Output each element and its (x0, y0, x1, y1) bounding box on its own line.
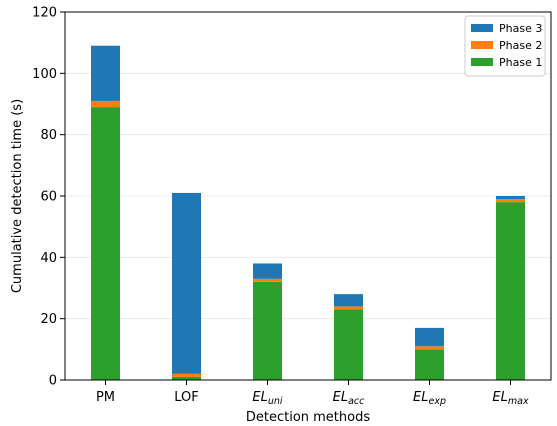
bar-phase-3-el_max (496, 196, 525, 200)
legend-label: Phase 1 (499, 56, 542, 69)
x-axis: PM LOF ELuni ELacc ELexp ELmax (96, 380, 529, 407)
x-tick-label-main: EL (252, 390, 267, 405)
bar-phase-3-el_exp (415, 327, 444, 347)
legend-swatch-phase-1 (471, 58, 493, 66)
x-tick-label-main: EL (492, 390, 507, 405)
bar-phase-1-el_uni (253, 281, 282, 380)
bar-phase-3-el_acc (334, 294, 363, 307)
bar-phase-1-el_max (496, 202, 525, 380)
x-tick-label-main: PM (96, 390, 115, 405)
legend: Phase 3 Phase 2 Phase 1 (464, 15, 546, 77)
x-tick-label: ELuni (252, 390, 283, 407)
bar-phase-1-lof (172, 376, 201, 380)
x-tick-label-subscript: max (508, 396, 529, 407)
bar-phase-3-pm (91, 45, 120, 101)
bar-phase-2-el_exp (415, 346, 444, 350)
x-tick-label-main: EL (333, 390, 348, 405)
x-tick-label-subscript: acc (348, 396, 365, 407)
bar-phase-2-el_max (496, 199, 525, 203)
legend-label: Phase 2 (499, 39, 542, 52)
bar-phase-1-el_exp (415, 349, 444, 380)
x-tick-label-subscript: uni (268, 396, 283, 407)
legend-label: Phase 3 (499, 22, 542, 35)
bar-phase-2-lof (172, 373, 201, 377)
bar-phase-2-pm (91, 100, 120, 108)
legend-swatch-phase-2 (471, 41, 493, 49)
x-tick-label: PM (96, 390, 115, 405)
bar-phase-3-el_uni (253, 263, 282, 279)
bar-phase-3-lof (172, 192, 201, 374)
bar-phase-2-el_acc (334, 306, 363, 310)
bar-phase-1-el_acc (334, 309, 363, 380)
y-axis-title: Cumulative detection time (s) (10, 99, 25, 293)
bar-phase-2-el_uni (253, 278, 282, 282)
y-tick-label: 120 (32, 6, 57, 21)
y-tick-label: 100 (32, 67, 57, 82)
y-axis: 0 20 40 60 80 100 120 (32, 6, 65, 389)
x-axis-title: Detection methods (246, 410, 370, 425)
x-tick-label-main: EL (413, 390, 428, 405)
y-tick-label: 60 (40, 190, 57, 205)
x-tick-label: ELacc (333, 390, 366, 407)
x-tick-label: LOF (174, 390, 199, 405)
bar-phase-1-pm (91, 107, 120, 381)
x-tick-label: ELexp (413, 390, 446, 407)
x-tick-label: ELmax (492, 390, 529, 407)
grid-lines (65, 72, 551, 320)
y-tick-label: 20 (40, 312, 57, 327)
y-tick-label: 80 (40, 128, 57, 143)
y-tick-label: 0 (49, 374, 57, 389)
y-tick-label: 40 (40, 251, 57, 266)
legend-swatch-phase-3 (471, 24, 493, 32)
x-tick-label-main: LOF (174, 390, 199, 405)
x-tick-label-subscript: exp (428, 396, 446, 407)
bars (91, 45, 525, 381)
